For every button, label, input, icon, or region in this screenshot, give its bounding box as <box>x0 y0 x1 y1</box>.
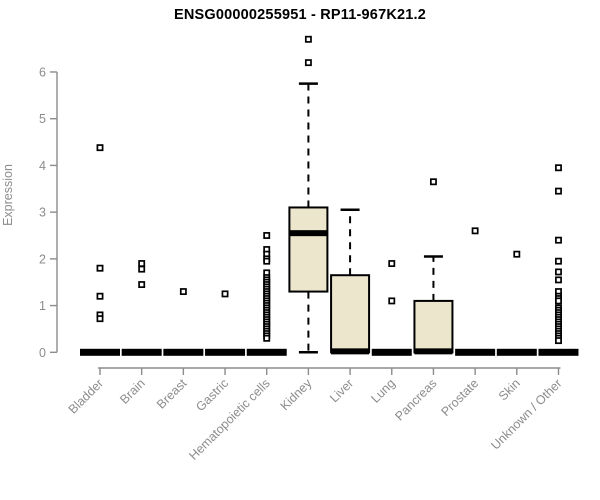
outlier-point <box>555 276 562 284</box>
y-tick-label: 2 <box>39 252 46 266</box>
collapsed-box <box>496 348 537 356</box>
outlier-point <box>304 59 312 67</box>
outlier-point <box>263 257 271 265</box>
x-category-label: Hematopoietic cells <box>186 376 273 463</box>
outlier-point <box>555 164 562 172</box>
collapsed-box <box>80 348 120 356</box>
collapsed-box <box>455 348 496 356</box>
chart-title: ENSG00000255951 - RP11-967K21.2 <box>173 7 427 23</box>
outlier-point <box>555 297 562 305</box>
x-category-label: Gastric <box>193 376 231 414</box>
collapsed-box <box>163 348 204 356</box>
outlier-point <box>429 178 437 186</box>
y-tick-label: 6 <box>39 65 46 79</box>
x-category-label: Bladder <box>66 376 106 416</box>
x-category-label: Prostate <box>438 376 481 419</box>
x-category-label: Lung <box>368 376 398 406</box>
outlier-point <box>96 315 104 323</box>
x-category-label: Skin <box>496 376 523 403</box>
outlier-point <box>96 144 104 152</box>
y-tick-label: 4 <box>39 159 46 173</box>
collapsed-box <box>246 348 287 356</box>
outlier-point <box>555 236 562 244</box>
outlier-point <box>96 292 104 300</box>
median-line <box>331 348 370 355</box>
outlier-point <box>221 290 229 298</box>
collapsed-box <box>205 348 246 356</box>
x-category-label: Unknown / Other <box>488 376 564 452</box>
outlier-point <box>263 232 271 239</box>
outlier-point <box>96 264 104 272</box>
outlier-point <box>555 337 562 345</box>
y-tick-label: 3 <box>39 206 46 220</box>
y-tick-label: 0 <box>39 346 46 360</box>
collapsed-box <box>371 348 412 356</box>
y-tick-label: 1 <box>39 299 46 313</box>
outlier-point <box>179 288 187 296</box>
x-category-label: Brain <box>117 376 148 407</box>
x-category-label: Pancreas <box>392 376 439 423</box>
outlier-point <box>304 35 312 43</box>
outlier-point <box>555 187 562 195</box>
outlier-point <box>388 260 396 267</box>
outlier-point <box>138 260 146 267</box>
median-line <box>289 230 328 237</box>
collapsed-box <box>121 348 162 356</box>
outlier-point <box>138 281 146 289</box>
outlier-point <box>555 257 562 265</box>
collapsed-box <box>538 348 579 356</box>
x-category-label: Liver <box>327 376 356 405</box>
x-category-label: Breast <box>154 376 190 412</box>
box <box>288 206 329 293</box>
box <box>413 299 454 354</box>
outlier-point <box>263 334 271 342</box>
median-line <box>414 348 453 355</box>
outlier-point <box>555 268 562 276</box>
y-tick-label: 5 <box>39 112 46 126</box>
x-category-label: Kidney <box>278 376 315 413</box>
outlier-point <box>138 265 146 273</box>
box <box>330 274 371 354</box>
outlier-point <box>513 250 521 258</box>
outlier-point <box>388 297 396 305</box>
outlier-point <box>471 227 479 235</box>
